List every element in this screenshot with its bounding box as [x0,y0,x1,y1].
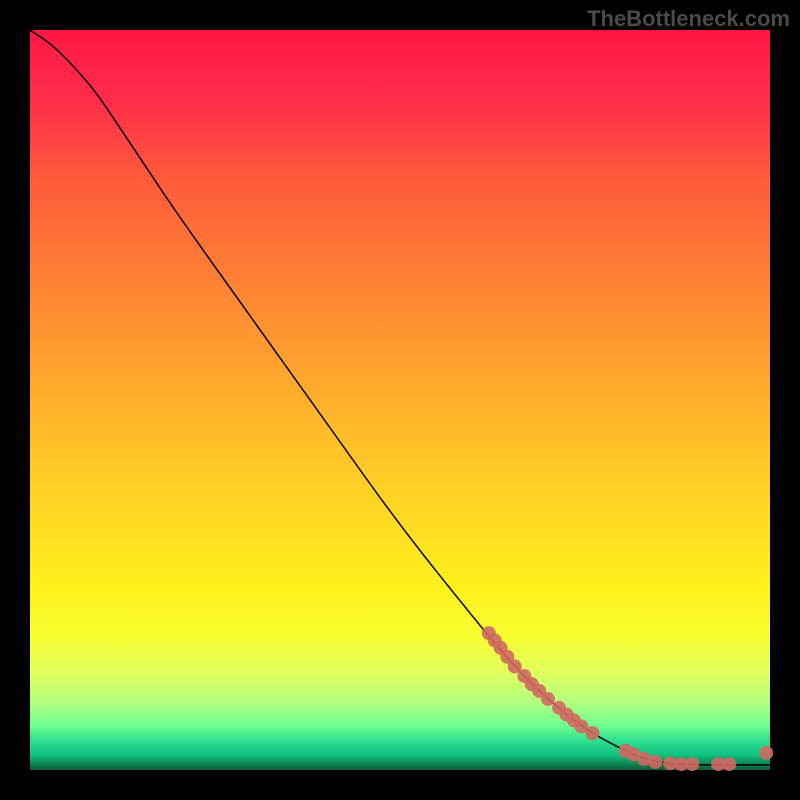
data-point [585,726,599,740]
data-point [722,757,736,771]
data-point [685,757,699,771]
data-point [648,755,662,769]
data-point [541,692,555,706]
watermark-text: TheBottleneck.com [587,6,790,32]
data-point [759,746,773,760]
chart-background [30,30,770,770]
bottleneck-chart [0,0,800,800]
chart-svg [0,0,800,800]
